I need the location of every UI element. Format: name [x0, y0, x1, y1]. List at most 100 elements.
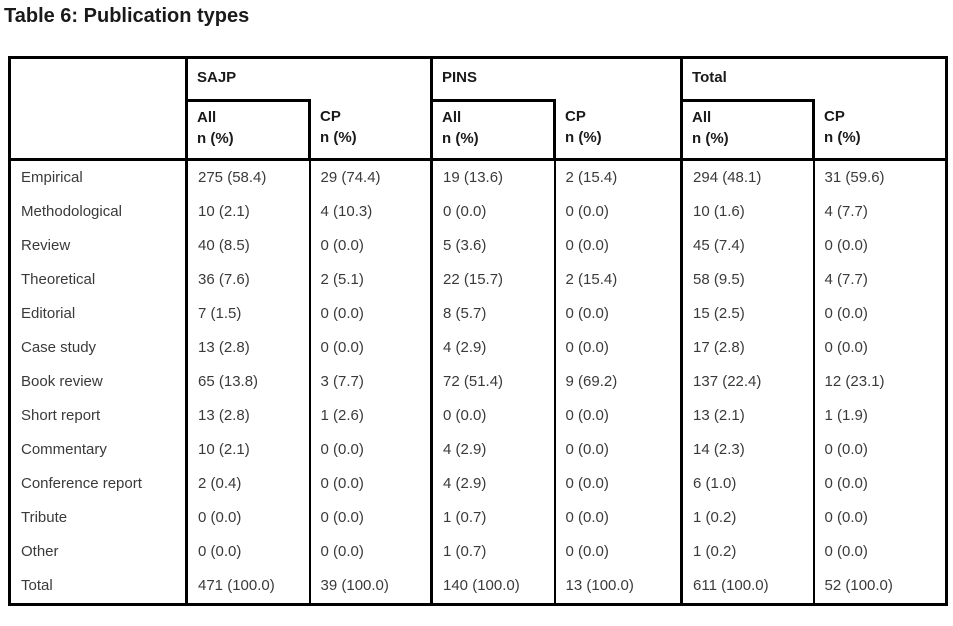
row-label: Total — [21, 577, 53, 594]
cell-sajp-all: 10 (2.1) — [185, 433, 310, 467]
cell-sajp-all: 471 (100.0) — [185, 569, 310, 605]
table-body: Empirical 275 (58.4) 29 (74.4) 19 (13.6)… — [10, 159, 947, 605]
cell-pins-cp: 2 (15.4) — [553, 263, 682, 297]
group-header-pins: PINS — [429, 57, 682, 101]
cell-sajp-cp: 0 (0.0) — [308, 535, 432, 569]
row-label: Commentary — [21, 441, 107, 458]
cell-sajp-cp: 29 (74.4) — [308, 159, 432, 195]
cell-total-cp: 0 (0.0) — [812, 433, 947, 467]
row-label: Other — [21, 543, 59, 560]
cell-pins-cp: 13 (100.0) — [553, 569, 682, 605]
cell-total-cp: 4 (7.7) — [812, 263, 947, 297]
row-label: Editorial — [21, 305, 76, 322]
row-label: Book review — [21, 373, 103, 390]
cell-total-cp: 31 (59.6) — [812, 159, 947, 195]
cell-total-all: 10 (1.6) — [680, 195, 814, 229]
cell-pins-all: 4 (2.9) — [430, 433, 555, 467]
table-row: Theoretical 36 (7.6) 2 (5.1) 22 (15.7) 2… — [10, 263, 947, 297]
cell-sajp-all: 40 (8.5) — [185, 229, 310, 263]
cell-total-all: 1 (0.2) — [680, 535, 814, 569]
cell-pins-all: 1 (0.7) — [430, 501, 555, 535]
cell-sajp-cp: 0 (0.0) — [308, 331, 432, 365]
cell-sajp-all: 65 (13.8) — [185, 365, 310, 399]
cell-sajp-cp: 0 (0.0) — [308, 297, 432, 331]
table-row: Short report 13 (2.8) 1 (2.6) 0 (0.0) 0 … — [10, 399, 947, 433]
table-row: Book review 65 (13.8) 3 (7.7) 72 (51.4) … — [10, 365, 947, 399]
cell-total-cp: 0 (0.0) — [812, 229, 947, 263]
cell-pins-all: 72 (51.4) — [430, 365, 555, 399]
table-row: Review 40 (8.5) 0 (0.0) 5 (3.6) 0 (0.0) … — [10, 229, 947, 263]
table-caption: Table 6: Publication types — [4, 5, 250, 27]
cell-total-cp: 0 (0.0) — [812, 297, 947, 331]
cell-pins-cp: 0 (0.0) — [553, 331, 682, 365]
subheader-sajp-cp: CP n (%) — [309, 100, 432, 161]
cell-total-cp: 0 (0.0) — [812, 501, 947, 535]
cell-pins-cp: 0 (0.0) — [553, 467, 682, 501]
row-label: Conference report — [21, 475, 142, 492]
cell-sajp-cp: 3 (7.7) — [308, 365, 432, 399]
cell-sajp-all: 0 (0.0) — [185, 501, 310, 535]
table-row: Tribute 0 (0.0) 0 (0.0) 1 (0.7) 0 (0.0) … — [10, 501, 947, 535]
cell-sajp-cp: 39 (100.0) — [308, 569, 432, 605]
cell-sajp-cp: 0 (0.0) — [308, 501, 432, 535]
cell-pins-all: 22 (15.7) — [430, 263, 555, 297]
cell-total-all: 13 (2.1) — [680, 399, 814, 433]
cell-pins-all: 0 (0.0) — [430, 399, 555, 433]
cell-pins-all: 8 (5.7) — [430, 297, 555, 331]
row-label: Short report — [21, 407, 101, 424]
cell-total-all: 137 (22.4) — [680, 365, 814, 399]
cell-total-cp: 4 (7.7) — [812, 195, 947, 229]
cell-total-cp: 52 (100.0) — [812, 569, 947, 605]
cell-sajp-all: 7 (1.5) — [185, 297, 310, 331]
cell-total-all: 294 (48.1) — [680, 159, 814, 195]
group-header-row: SAJP PINS Total — [9, 57, 947, 161]
subheader-pins-all: All n (%) — [430, 99, 556, 161]
table-row-total: Total 471 (100.0) 39 (100.0) 140 (100.0)… — [10, 569, 947, 605]
cell-total-cp: 0 (0.0) — [812, 467, 947, 501]
corner-cell — [9, 57, 188, 161]
table-row: Case study 13 (2.8) 0 (0.0) 4 (2.9) 0 (0… — [10, 331, 947, 365]
cell-pins-cp: 9 (69.2) — [553, 365, 682, 399]
cell-pins-cp: 0 (0.0) — [553, 195, 682, 229]
cell-sajp-cp: 0 (0.0) — [308, 467, 432, 501]
cell-total-all: 6 (1.0) — [680, 467, 814, 501]
row-label: Methodological — [21, 203, 122, 220]
cell-pins-cp: 0 (0.0) — [553, 229, 682, 263]
cell-total-all: 14 (2.3) — [680, 433, 814, 467]
cell-total-cp: 12 (23.1) — [812, 365, 947, 399]
subheader-total-cp: CP n (%) — [813, 100, 947, 161]
cell-pins-all: 4 (2.9) — [430, 331, 555, 365]
row-label: Tribute — [21, 509, 68, 526]
publication-types-table: SAJP PINS Total All n (%) CP n (%) All n… — [8, 56, 949, 606]
table-row: Other 0 (0.0) 0 (0.0) 1 (0.7) 0 (0.0) 1 … — [10, 535, 947, 569]
cell-pins-all: 1 (0.7) — [430, 535, 555, 569]
cell-total-all: 45 (7.4) — [680, 229, 814, 263]
row-label: Empirical — [21, 169, 83, 186]
cell-sajp-cp: 0 (0.0) — [308, 229, 432, 263]
cell-sajp-all: 0 (0.0) — [185, 535, 310, 569]
table-row: Methodological 10 (2.1) 4 (10.3) 0 (0.0)… — [10, 195, 947, 229]
cell-sajp-all: 13 (2.8) — [185, 399, 310, 433]
cell-pins-cp: 2 (15.4) — [553, 159, 682, 195]
cell-total-all: 15 (2.5) — [680, 297, 814, 331]
cell-sajp-all: 36 (7.6) — [185, 263, 310, 297]
group-header-sajp: SAJP — [185, 57, 432, 101]
table-row: Editorial 7 (1.5) 0 (0.0) 8 (5.7) 0 (0.0… — [10, 297, 947, 331]
cell-pins-all: 4 (2.9) — [430, 467, 555, 501]
cell-pins-cp: 0 (0.0) — [553, 297, 682, 331]
cell-pins-cp: 0 (0.0) — [553, 535, 682, 569]
cell-sajp-cp: 1 (2.6) — [308, 399, 432, 433]
table-row: Conference report 2 (0.4) 0 (0.0) 4 (2.9… — [10, 467, 947, 501]
cell-sajp-all: 13 (2.8) — [185, 331, 310, 365]
subheader-sajp-all: All n (%) — [185, 99, 311, 161]
page: Table 6: Publication types SAJP PINS Tot… — [0, 4, 953, 626]
cell-sajp-cp: 4 (10.3) — [308, 195, 432, 229]
cell-total-all: 611 (100.0) — [680, 569, 814, 605]
cell-total-cp: 0 (0.0) — [812, 331, 947, 365]
cell-pins-all: 19 (13.6) — [430, 159, 555, 195]
cell-sajp-all: 275 (58.4) — [185, 159, 310, 195]
table-header: SAJP PINS Total All n (%) CP n (%) All n… — [9, 57, 947, 161]
cell-sajp-cp: 2 (5.1) — [308, 263, 432, 297]
cell-sajp-all: 2 (0.4) — [185, 467, 310, 501]
table-row: Commentary 10 (2.1) 0 (0.0) 4 (2.9) 0 (0… — [10, 433, 947, 467]
